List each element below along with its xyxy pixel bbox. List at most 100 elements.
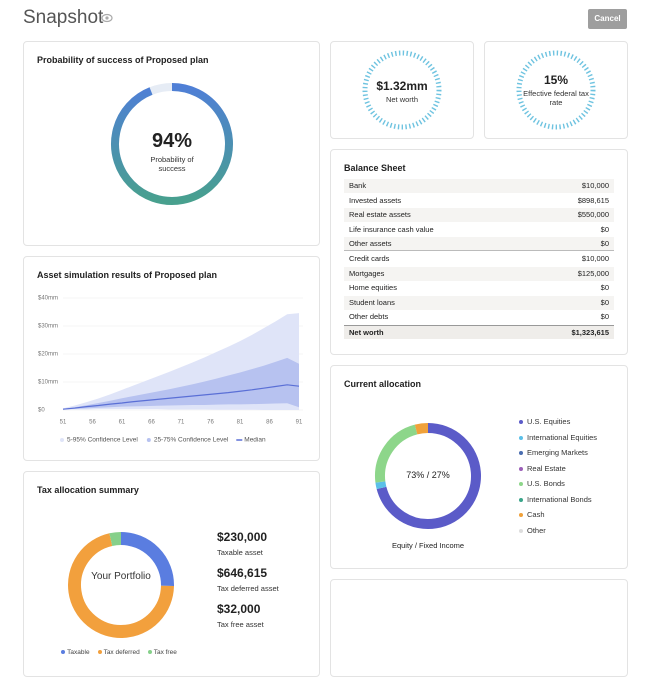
table-row: Credit cards $10,000 — [344, 252, 614, 266]
row-label: Other assets — [349, 239, 392, 249]
table-row: Other assets $0 — [344, 237, 614, 252]
legend-swatch — [519, 513, 523, 518]
table-row: Net worth $1,323,615 — [344, 325, 614, 339]
row-value: $0 — [600, 224, 609, 234]
legend-label: International Equities — [527, 432, 598, 442]
allocation-card: Current allocation 73% / 27% Equity / Fi… — [330, 365, 628, 569]
row-label: Real estate assets — [349, 210, 411, 220]
legend-swatch — [97, 650, 102, 655]
legend-item: Other — [519, 526, 546, 535]
legend-label: Other — [527, 525, 546, 535]
card-title: Asset simulation results of Proposed pla… — [37, 270, 218, 280]
legend-label: Cash — [527, 510, 545, 519]
legend-swatch — [519, 420, 523, 425]
row-value: $550,000 — [577, 210, 609, 220]
table-row: Other debts $0 — [344, 310, 614, 324]
donut-center: 73% / 27% — [406, 470, 450, 480]
donut-segment — [375, 481, 387, 490]
row-value: $10,000 — [581, 181, 609, 190]
legend-item: Real Estate — [519, 464, 566, 473]
asset-value: $230,000 — [217, 530, 268, 544]
asset-caption: Taxable asset — [217, 548, 263, 557]
donut-segment — [376, 423, 481, 529]
ring — [362, 50, 442, 130]
donut-segment — [68, 533, 174, 638]
empty-card — [330, 579, 628, 677]
x-tick-label: 76 — [207, 420, 214, 426]
legend-label: Real Estate — [527, 463, 566, 473]
x-tick-label: 61 — [119, 420, 126, 426]
table-row: Bank $10,000 — [344, 179, 614, 193]
x-tick-label: 71 — [178, 420, 185, 426]
legend-label: Median — [244, 437, 266, 444]
tax-rate-label: Effective federal tax rate — [523, 89, 589, 107]
legend-item: Cash — [519, 510, 545, 519]
cancel-button[interactable]: Cancel — [588, 9, 627, 29]
table-row: Life insurance cash value $0 — [344, 223, 614, 237]
row-value: $1,323,615 — [571, 328, 609, 337]
x-tick-label: 51 — [60, 420, 67, 426]
legend-swatch — [519, 435, 523, 440]
table-row: Mortgages $125,000 — [344, 266, 614, 281]
legend-label: Tax free — [153, 649, 177, 656]
row-label: Life insurance cash value — [349, 224, 434, 234]
legend: Taxable Tax deferred Tax free — [24, 649, 214, 656]
asset-value: $32,000 — [217, 602, 261, 616]
header-title: Snapshot — [23, 7, 104, 28]
tax-rate-value: 15% — [543, 73, 569, 87]
net-worth: $1.32mm Net worth — [362, 79, 442, 104]
legend-swatch — [519, 451, 523, 456]
legend-label: U.S. Equities — [527, 417, 571, 426]
gauge — [111, 83, 233, 205]
donut-segment — [414, 423, 429, 435]
legend-swatch — [60, 438, 64, 442]
x-tick-label: 56 — [89, 420, 96, 426]
donut-chart — [375, 423, 481, 529]
row-value: $898,615 — [577, 195, 609, 205]
row-label: Net worth — [349, 328, 384, 337]
tax-rate-card: 15% Effective federal tax rate — [484, 41, 628, 139]
table-row: Real estate assets $550,000 — [344, 208, 614, 223]
row-label: Other debts — [349, 312, 389, 322]
probability-card: Probability of success of Proposed plan … — [23, 41, 320, 246]
donut-center: Your Portfolio — [91, 571, 151, 582]
legend-label: 25-75% Confidence Level — [154, 437, 229, 444]
median-line — [62, 384, 300, 410]
net-worth-value: $1.32mm — [376, 79, 428, 93]
asset-value: $646,615 — [217, 566, 268, 580]
y-tick-label: $40mm — [38, 296, 58, 302]
donut-segment — [120, 532, 174, 587]
confidence-band — [63, 357, 299, 410]
row-label: Credit cards — [349, 254, 390, 263]
gauge-arc — [111, 83, 233, 205]
donut-segment — [375, 424, 418, 483]
x-tick-label: 66 — [148, 420, 155, 426]
net-worth-card: $1.32mm Net worth — [330, 41, 474, 139]
legend-item: Tax deferred — [97, 649, 140, 656]
tax-rate: 15% Effective federal tax rate — [521, 73, 591, 107]
legend-swatch — [519, 482, 523, 487]
legend-swatch — [519, 466, 523, 471]
table-row: Invested assets $898,615 — [344, 194, 614, 208]
legend-swatch — [146, 438, 151, 442]
row-label: Mortgages — [349, 268, 385, 278]
legend-label: Taxable — [67, 649, 90, 656]
legend-item: International Equities — [519, 433, 597, 442]
gauge-caption: Probability of success — [150, 155, 194, 173]
asset-caption: Tax free asset — [217, 620, 264, 629]
legend-item: Tax free — [147, 649, 177, 656]
x-tick-label: 81 — [237, 420, 244, 426]
row-label: Bank — [349, 181, 367, 190]
tax-allocation-card: Tax allocation summary Your Portfolio $2… — [23, 471, 320, 677]
net-worth-label: Net worth — [385, 95, 419, 104]
row-value: $0 — [600, 283, 609, 293]
donut-caption: Equity / Fixed Income — [391, 541, 465, 550]
eye-icon — [101, 13, 113, 23]
area-chart: $0 $10mm $20mm $30mm $40mm 51 56 61 66 71 76 81 86 91… — [38, 296, 303, 444]
legend-swatch — [147, 650, 152, 655]
row-value: $0 — [600, 239, 609, 249]
donut-chart — [68, 532, 174, 638]
card-title: Probability of success of Proposed plan — [37, 55, 209, 65]
row-label: Student loans — [349, 297, 395, 307]
